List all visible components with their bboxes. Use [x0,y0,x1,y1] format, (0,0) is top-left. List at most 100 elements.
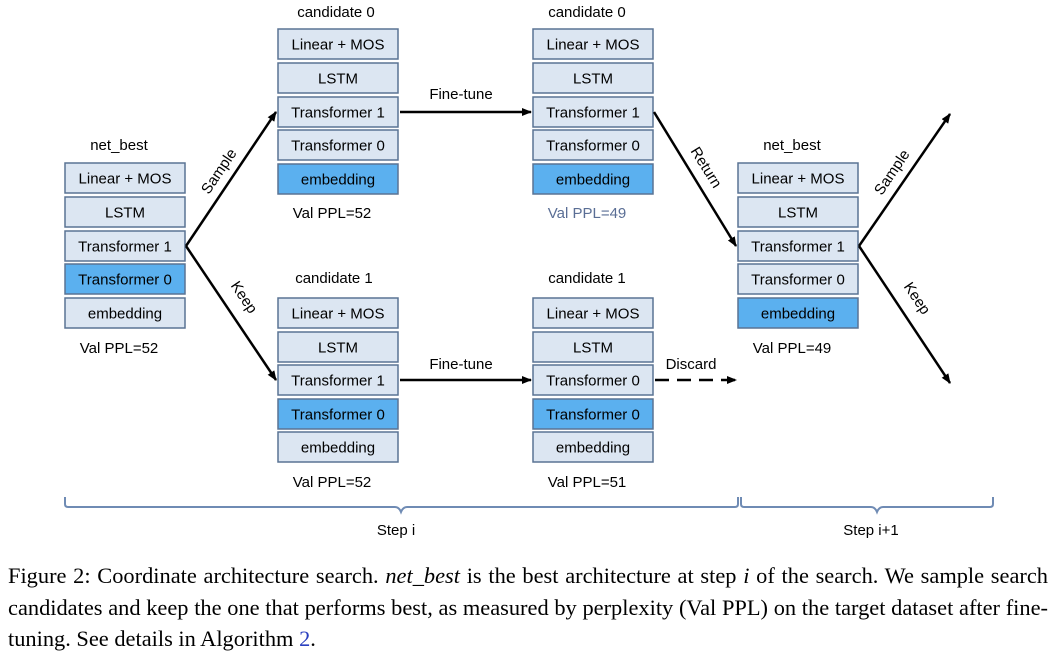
val-ppl-label: Val PPL=52 [293,474,372,491]
next-keep-label: Keep [900,279,934,318]
layer-box [737,230,859,262]
layer-label: Transformer 0 [546,373,640,390]
layer-box [277,62,399,94]
column-title: candidate 0 [548,4,626,21]
next-sample-label: Sample [871,147,914,199]
sample-arrow [184,111,278,247]
architecture-search-diagram: net_best Linear + MOS LSTM Transformer 1… [64,4,994,539]
layer-label: Transformer 0 [546,138,640,155]
return-label: Return [687,144,725,191]
caption-net-best: net_best [385,563,460,588]
column-title: candidate 1 [548,270,626,287]
layer-box [532,364,654,396]
column-candidate-1: candidate 1 Linear + MOS LSTM Transforme… [277,270,399,491]
caption-text: . [310,626,316,651]
layer-label: LSTM [105,205,145,222]
layer-label: LSTM [573,340,613,357]
layer-label: Linear + MOS [292,37,385,54]
caption-text: is the best architecture at step [459,563,744,588]
column-candidate-0-finetuned: candidate 0 Linear + MOS LSTM Transforme… [532,4,654,222]
column-net-best-step-i: net_best Linear + MOS LSTM Transformer 1… [64,137,186,357]
layer-label: Linear + MOS [547,37,640,54]
val-ppl-label: Val PPL=51 [548,474,627,491]
layer-label: embedding [88,306,162,323]
layer-label: embedding [556,172,630,189]
layer-box [532,28,654,60]
layer-label: Linear + MOS [292,306,385,323]
step-i1-bracket [740,497,994,515]
layer-box [64,263,186,295]
edges [184,108,952,384]
column-net-best-step-i1: net_best Linear + MOS LSTM Transformer 1… [737,137,859,357]
layer-label: Transformer 0 [291,407,385,424]
layer-box [277,398,399,430]
layer-box [532,431,654,463]
layer-box [532,398,654,430]
layer-label: Transformer 0 [546,407,640,424]
layer-box [532,331,654,363]
sample-label: Sample [198,146,241,198]
caption-text: Figure 2: Coordinate architecture search… [8,563,386,588]
column-title: candidate 1 [295,270,373,287]
layer-label: embedding [556,440,630,457]
column-title: candidate 0 [297,4,375,21]
step-i-bracket [64,497,739,515]
column-title: net_best [763,137,821,154]
step-brackets [64,497,994,515]
layer-label: LSTM [318,340,358,357]
column-title: net_best [90,137,148,154]
layer-label: Transformer 0 [78,272,172,289]
finetune-label-top: Fine-tune [429,86,492,103]
step-i-label: Step i [377,522,415,539]
layer-label: Transformer 1 [546,105,640,122]
step-i1-label: Step i+1 [843,522,898,539]
layer-label: embedding [301,440,375,457]
layer-box [64,230,186,262]
layer-box [737,297,859,329]
layer-box [277,331,399,363]
layer-label: embedding [761,306,835,323]
layer-label: Transformer 1 [291,105,385,122]
layer-box [64,196,186,228]
layer-label: LSTM [573,71,613,88]
keep-label: Keep [227,278,261,317]
layer-box [532,96,654,128]
next-keep-arrow [857,245,952,384]
layer-label: LSTM [318,71,358,88]
discard-label: Discard [666,356,717,373]
column-candidate-0: candidate 0 Linear + MOS LSTM Transforme… [277,4,399,222]
val-ppl-label: Val PPL=49 [548,205,627,222]
layer-box [532,297,654,329]
val-ppl-label: Val PPL=52 [293,205,372,222]
figure-caption: Figure 2: Coordinate architecture search… [8,560,1048,655]
layer-box [532,163,654,195]
caption-algorithm-ref: 2 [299,626,311,651]
layer-box [277,431,399,463]
val-ppl-label: Val PPL=52 [80,340,159,357]
edge-labels: Sample Keep Fine-tune Fine-tune Return D… [198,86,934,373]
layer-label: Transformer 0 [751,272,845,289]
finetune-label-bottom: Fine-tune [429,356,492,373]
layer-label: embedding [301,172,375,189]
layer-box [277,364,399,396]
layer-box [277,96,399,128]
caption-step-var: i [743,563,750,588]
layer-box [532,129,654,161]
layer-box [64,297,186,329]
keep-arrow [184,245,278,381]
layer-label: Transformer 1 [78,239,172,256]
layer-label: Transformer 1 [291,373,385,390]
layer-box [277,163,399,195]
layer-box [737,162,859,194]
caption-text: of the search. We sample search candidat… [8,563,1048,651]
next-sample-arrow [857,113,952,247]
layer-box [737,196,859,228]
column-candidate-1-finetuned: candidate 1 Linear + MOS LSTM Transforme… [532,270,654,491]
layer-box [64,162,186,194]
layer-label: Linear + MOS [79,171,172,188]
layer-label: Transformer 1 [751,239,845,256]
layer-box [532,62,654,94]
return-arrow [652,111,738,247]
layer-label: Linear + MOS [547,306,640,323]
layer-box [277,297,399,329]
